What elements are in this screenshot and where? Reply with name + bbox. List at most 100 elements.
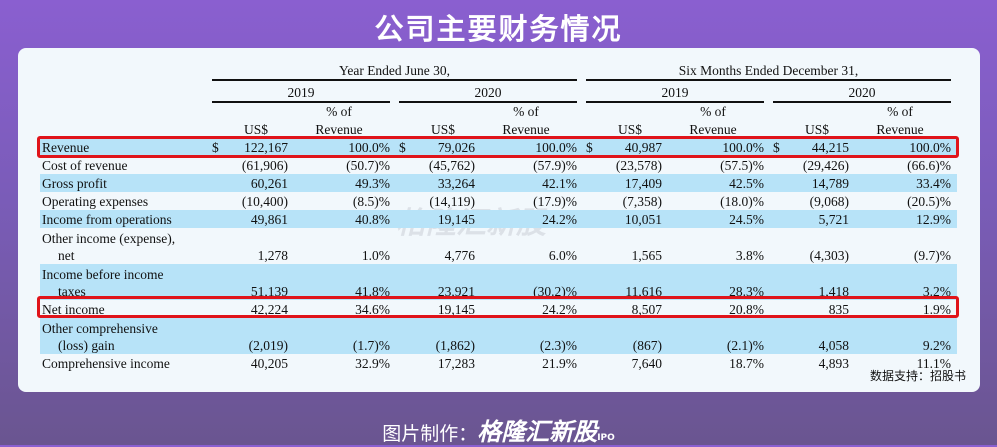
value-cell: 40,987	[598, 138, 662, 156]
pct-cell: 9.2%	[849, 318, 951, 354]
currency-symbol	[773, 174, 785, 192]
value-cell: (9,068)	[809, 194, 849, 209]
row-label: Gross profit	[40, 174, 212, 192]
table-row: Other comprehensive (loss) gain (2,019) (1.…	[40, 318, 957, 354]
value-cell: 33,264	[411, 174, 475, 192]
pct-cell: 100.0%	[662, 138, 764, 156]
currency-symbol	[212, 264, 224, 300]
value-cell: 1,278	[257, 248, 288, 263]
value-cell: 14,789	[785, 174, 849, 192]
pct-cell: 34.6%	[355, 302, 390, 317]
currency-symbol	[399, 156, 411, 174]
pct-cell: 100.0%	[288, 138, 390, 156]
pct-cell: (50.7)%	[346, 158, 390, 173]
currency-symbol: $	[399, 138, 411, 156]
usd-header: US$	[617, 122, 642, 137]
pct-cell: (66.6)%	[907, 158, 951, 173]
pct-cell: 1.9%	[922, 302, 951, 317]
pct-cell: (57.9)%	[533, 158, 577, 173]
currency-symbol	[773, 354, 785, 372]
value-cell: 23,921	[411, 264, 475, 300]
period-header-year: Year Ended June 30,	[212, 58, 577, 81]
currency-symbol: $	[212, 138, 224, 156]
pct-cell: (1.7)%	[288, 318, 390, 354]
pct-cell: 33.4%	[849, 174, 951, 192]
pct-header: Revenue	[876, 122, 924, 137]
pct-header: % of	[513, 104, 539, 119]
currency-symbol	[212, 192, 224, 210]
table-row: Net income 42,224 34.6% 19,145 24.2% 8,507 20.…	[40, 300, 957, 318]
currency-symbol	[586, 174, 598, 192]
value-cell: 17,409	[598, 174, 662, 192]
value-cell: 1,418	[785, 264, 849, 300]
currency-symbol	[399, 210, 411, 228]
value-cell: 1,565	[631, 248, 662, 263]
pct-cell: 24.2%	[542, 302, 577, 317]
pct-cell: 49.3%	[288, 174, 390, 192]
currency-symbol	[212, 174, 224, 192]
pct-cell: 6.0%	[548, 248, 577, 263]
table-row: Operating expenses (10,400) (8.5)% (14,119)…	[40, 192, 957, 210]
footer: 图片制作：格隆汇新股IPO	[0, 412, 997, 447]
highlight-revenue	[37, 136, 959, 158]
value-cell: (1,862)	[411, 318, 475, 354]
currency-symbol	[399, 354, 411, 372]
pct-cell: (9.7)%	[913, 248, 951, 263]
value-cell: 11,616	[598, 264, 662, 300]
currency-symbol	[399, 174, 411, 192]
financial-table: Year Ended June 30, Six Months Ended Dec…	[40, 58, 957, 372]
table-row: Revenue $122,167 100.0% $79,026 100.0% $40,98…	[40, 138, 957, 156]
currency-symbol	[773, 228, 785, 264]
pct-cell: 32.9%	[355, 356, 390, 371]
pct-cell: 20.8%	[729, 302, 764, 317]
currency-symbol	[773, 210, 785, 228]
value-cell: (10,400)	[241, 194, 288, 209]
pct-cell: 18.7%	[729, 356, 764, 371]
pct-cell: 24.2%	[475, 210, 577, 228]
row-label: Revenue	[40, 138, 212, 156]
row-label: Income from operations	[40, 210, 212, 228]
value-cell: 835	[828, 302, 849, 317]
value-cell: 79,026	[411, 138, 475, 156]
row-label: Comprehensive income	[42, 356, 170, 371]
value-cell: (867)	[598, 318, 662, 354]
currency-symbol	[586, 210, 598, 228]
row-label: Net income	[42, 302, 105, 317]
currency-symbol	[399, 264, 411, 300]
currency-symbol	[586, 318, 598, 354]
currency-symbol	[399, 192, 411, 210]
value-cell: 19,145	[437, 302, 475, 317]
value-cell: (61,906)	[241, 158, 288, 173]
table-row: Gross profit 60,261 49.3% 33,264 42.1% 17,409…	[40, 174, 957, 192]
currency-symbol	[586, 156, 598, 174]
pct-cell: (57.5)%	[720, 158, 764, 173]
financial-table-card: 格隆汇新股 Year Ended June 30, Six Months End…	[18, 48, 980, 392]
row-label: Other income (expense), net	[42, 231, 176, 263]
value-cell: 4,776	[444, 248, 475, 263]
value-cell: 51,139	[224, 264, 288, 300]
pct-cell: (30.2)%	[475, 264, 577, 300]
value-cell: (7,358)	[622, 194, 662, 209]
pct-cell: 40.8%	[288, 210, 390, 228]
pct-cell: (18.0)%	[720, 194, 764, 209]
pct-header: Revenue	[502, 122, 550, 137]
row-label: Cost of revenue	[42, 158, 128, 173]
currency-symbol	[586, 192, 598, 210]
value-cell: (14,119)	[429, 194, 475, 209]
pct-cell: (2.1)%	[662, 318, 764, 354]
table-row: Income from operations 49,861 40.8% 19,145 2…	[40, 210, 957, 228]
brand-logo-ipo: IPO	[597, 433, 615, 443]
data-source: 数据支持：招股书	[869, 369, 966, 383]
usd-header: US$	[243, 122, 268, 137]
pct-cell: 24.5%	[662, 210, 764, 228]
value-cell: 40,205	[250, 356, 288, 371]
pct-cell: 100.0%	[475, 138, 577, 156]
pct-cell: (2.3)%	[475, 318, 577, 354]
table-row: Income before income taxes 51,139 41.8% 23,9…	[40, 264, 957, 300]
highlight-net-income	[37, 296, 959, 318]
pct-cell: 42.1%	[475, 174, 577, 192]
value-cell: 4,058	[785, 318, 849, 354]
currency-symbol	[586, 228, 598, 264]
pct-cell: 28.3%	[662, 264, 764, 300]
row-label: Operating expenses	[42, 194, 149, 209]
